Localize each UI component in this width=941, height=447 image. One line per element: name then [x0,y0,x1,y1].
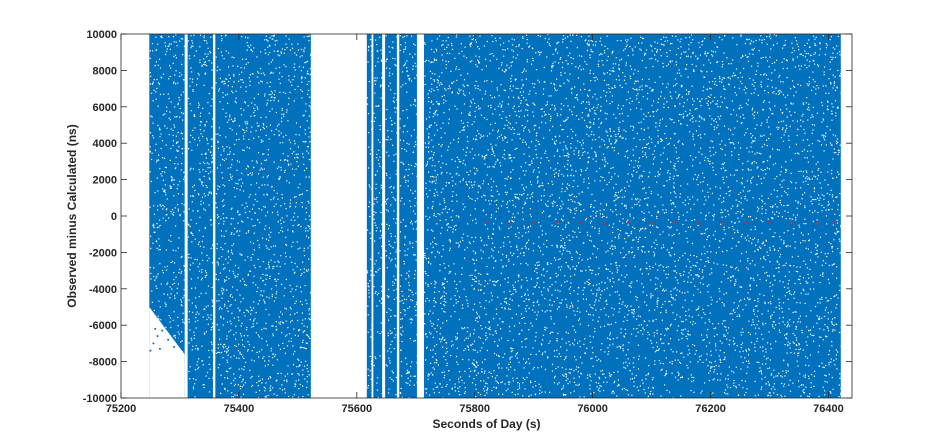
x-tick-label: 75400 [224,403,255,415]
scatter-band-2 [215,34,311,398]
axis-labels: Seconds of Day (s) Observed minus Calcul… [65,124,541,431]
scatter-point-red [697,222,701,225]
y-tick-label: 0 [111,211,117,223]
scatter-point-red [555,221,559,224]
scatter-point-red [673,221,677,225]
scatter-band-5 [385,34,397,398]
scatter-point [156,335,159,338]
scatter-band-4 [373,34,383,398]
x-axis-label: Seconds of Day (s) [432,417,540,431]
y-tick-label: -8000 [89,357,117,369]
y-tick-label: 2000 [93,175,117,187]
scatter-point [170,324,173,327]
x-tick-label: 76000 [577,403,608,415]
scatter-point-red [833,221,836,225]
scatter-point [161,329,164,332]
scatter-point-red [650,221,653,225]
sparse-region-mask [149,307,185,398]
scatter-point-red [768,221,771,225]
scatter-point-red [603,222,606,225]
x-tick-label: 76400 [813,403,844,415]
y-axis-label: Observed minus Calculated (ns) [65,124,79,307]
x-tick-label: 75800 [459,403,490,415]
y-tick-label: 6000 [93,102,117,114]
scatter-point [178,320,181,323]
scatter-point-red [508,222,512,225]
scatter-point [181,326,184,329]
scatter-point-red [815,221,818,225]
scatter-point [158,347,161,350]
y-tick-label: -10000 [83,393,117,405]
scatter-point-red [532,221,535,225]
scatter-point [176,336,179,339]
scatter-point [167,338,170,341]
y-tick-label: 4000 [93,138,117,150]
scatter-point [173,346,176,349]
scatter-point-red [744,221,748,225]
scatter-point [152,342,155,345]
scatter-point [149,349,152,352]
data-points [149,34,842,398]
y-tick-label: 8000 [93,65,117,77]
scatter-band-3 [366,34,372,398]
x-tick-label: 76200 [695,403,726,415]
y-tick-label: -6000 [89,320,117,332]
scatter-band-1 [187,34,213,398]
scatter-point-red [721,221,724,225]
x-tick-label: 75600 [342,403,373,415]
y-tick-label: -4000 [89,284,117,296]
scatter-point-red [485,221,488,225]
y-tick-label: -2000 [89,247,117,259]
scatter-band-6 [399,34,417,398]
scatter-point [154,327,157,330]
scatter-point-red [579,221,583,225]
axes: 75200 75400 75600 75800 76000 76200 76400 -1000… [83,29,853,415]
scatter-band-7 [424,34,841,398]
x-tick-label: 75200 [106,403,137,415]
scatter-texture [149,34,842,398]
scatter-point-red [626,221,630,225]
scatter-point-red [791,222,795,225]
y-tick-label: 10000 [86,29,117,41]
